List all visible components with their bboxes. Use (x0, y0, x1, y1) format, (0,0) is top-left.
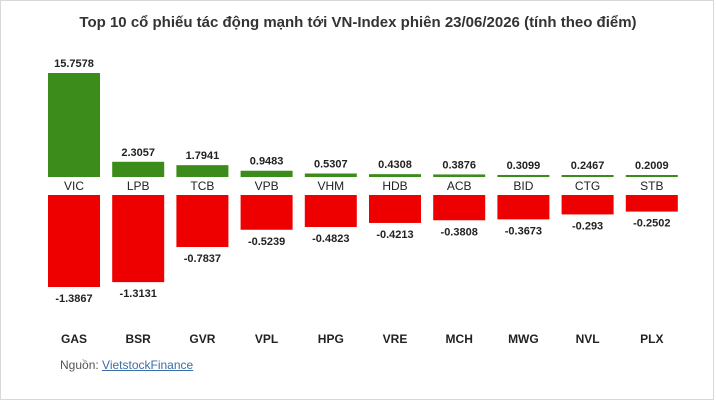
positive-value-label: 2.3057 (121, 147, 155, 159)
negative-bar (497, 195, 550, 220)
negative-category-label: VPL (255, 332, 278, 346)
positive-value-label: 0.4308 (378, 159, 412, 171)
negative-value-label: -0.4823 (312, 233, 349, 245)
source-label: Nguồn: (60, 358, 99, 372)
negative-bar (625, 195, 678, 212)
negative-value-label: -0.7837 (184, 253, 221, 265)
negative-value-label: -1.3867 (55, 293, 92, 305)
source-note: Nguồn: VietstockFinance (60, 358, 193, 372)
positive-bar (48, 73, 100, 177)
chart-title: Top 10 cổ phiếu tác động mạnh tới VN-Ind… (79, 14, 637, 31)
positive-value-label: 0.3876 (442, 159, 476, 171)
source-link[interactable]: VietstockFinance (102, 358, 194, 372)
positive-category-label: STB (640, 179, 663, 193)
positive-category-label: HDB (382, 179, 407, 193)
positive-category-label: ACB (447, 179, 472, 193)
negative-value-label: -0.2502 (633, 218, 670, 230)
negative-value-label: -0.3808 (441, 226, 478, 238)
positive-category-label: TCB (190, 179, 214, 193)
positive-category-label: CTG (575, 179, 600, 193)
negative-value-label: -0.5239 (248, 236, 285, 248)
positive-bar (561, 175, 614, 177)
negative-bar (112, 195, 165, 283)
positive-bar (497, 174, 550, 177)
positive-category-label: BID (513, 179, 533, 193)
negative-category-label: GVR (189, 332, 215, 346)
positive-value-label: 0.2009 (635, 160, 669, 172)
negative-category-label: NVL (576, 332, 600, 346)
positive-category-label: VPB (255, 179, 279, 193)
negative-bar (176, 195, 229, 247)
positive-value-label: 1.7941 (186, 150, 220, 162)
negative-category-label: VRE (383, 332, 408, 346)
negative-value-label: -1.3131 (120, 288, 157, 300)
positive-bar (304, 173, 357, 177)
negative-category-label: PLX (640, 332, 663, 346)
positive-bar (369, 174, 421, 177)
negative-category-label: HPG (318, 332, 344, 346)
positive-value-label: 0.9483 (250, 156, 284, 168)
negative-bar (561, 195, 614, 215)
negative-category-label: GAS (61, 332, 87, 346)
positive-bar (112, 161, 165, 177)
positive-bar (240, 170, 293, 177)
positive-value-label: 15.7578 (54, 58, 94, 70)
positive-value-label: 0.2467 (571, 160, 605, 172)
negative-category-label: BSR (126, 332, 152, 346)
negative-value-label: -0.293 (572, 220, 603, 232)
negative-value-label: -0.3673 (505, 225, 542, 237)
positive-bar (625, 175, 678, 177)
negative-bar (240, 195, 293, 230)
negative-bar (369, 195, 421, 223)
negative-bar (433, 195, 486, 221)
negative-value-label: -0.4213 (376, 229, 413, 241)
positive-bar (433, 174, 486, 177)
positive-category-label: VHM (317, 179, 344, 193)
negative-category-label: MCH (446, 332, 473, 346)
positive-value-label: 0.5307 (314, 158, 348, 170)
positive-bar (176, 165, 229, 177)
positive-category-label: LPB (127, 179, 150, 193)
positive-category-label: VIC (64, 179, 84, 193)
negative-bar (48, 195, 100, 287)
positive-value-label: 0.3099 (507, 160, 541, 172)
negative-bar (304, 195, 357, 227)
negative-category-label: MWG (508, 332, 539, 346)
